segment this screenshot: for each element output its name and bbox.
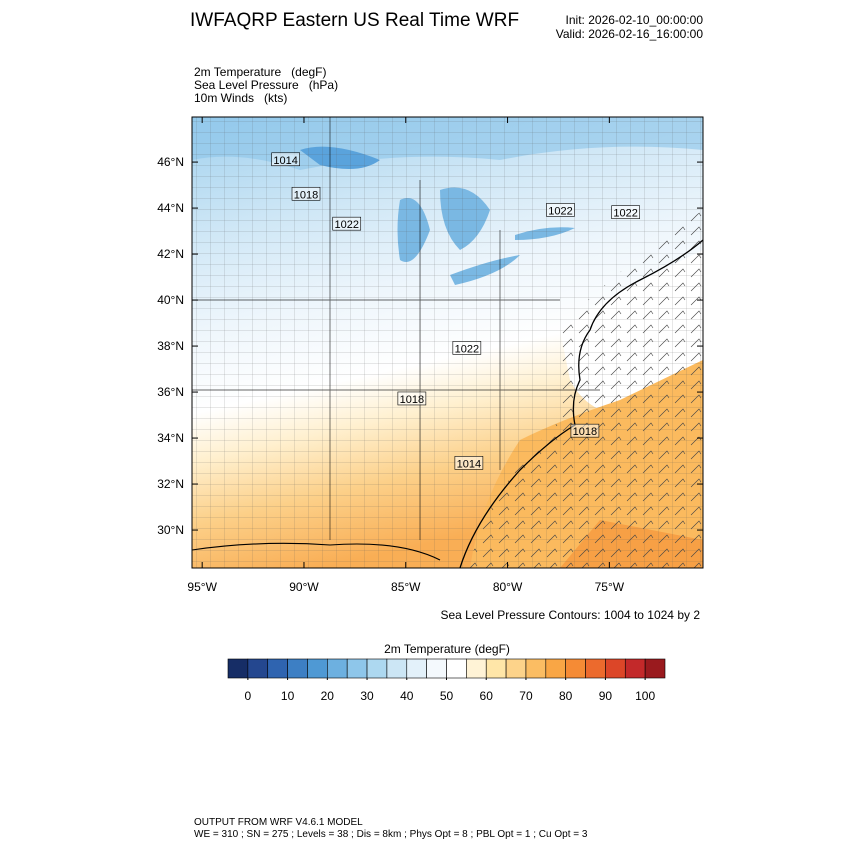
colorbar-box — [525, 658, 547, 679]
colorbar-box — [287, 658, 308, 679]
colorbar-tick-label: 90 — [599, 689, 613, 703]
colorbar-box — [247, 658, 269, 679]
lat-label: 42°N — [157, 247, 184, 261]
colorbar-tick-label: 10 — [281, 689, 295, 703]
field-label: Sea Level Pressure (hPa) — [194, 78, 338, 92]
contour-label: 1022 — [455, 343, 479, 355]
colorbar-title: 2m Temperature (degF) — [384, 642, 510, 656]
colorbar-box — [327, 658, 348, 679]
lon-label: 75°W — [595, 580, 625, 594]
contour-label-box — [611, 205, 640, 219]
colorbar-box — [624, 658, 646, 679]
map-field — [192, 117, 703, 568]
colorbar-box — [585, 658, 606, 679]
colorbar-box — [386, 658, 408, 679]
contour-label: 1022 — [613, 208, 637, 220]
valid-time: Valid: 2026-02-16_16:00:00 — [556, 27, 704, 41]
lat-label: 40°N — [157, 293, 184, 307]
contour-label: 1018 — [294, 189, 318, 201]
contour-label: 1014 — [457, 458, 481, 470]
contour-label-box — [332, 216, 362, 231]
footer-line: OUTPUT FROM WRF V4.6.1 MODEL — [194, 817, 363, 828]
colorbar-box — [605, 658, 626, 679]
footer-line: WE = 310 ; SN = 275 ; Levels = 38 ; Dis … — [194, 829, 588, 840]
colorbar-box — [406, 658, 427, 679]
lat-label: 30°N — [157, 523, 184, 537]
colorbar-tick-label: 30 — [360, 689, 374, 703]
colorbar-tick-label: 20 — [321, 689, 335, 703]
lat-label: 46°N — [157, 155, 184, 169]
colorbar-box — [545, 658, 566, 679]
colorbar-box — [426, 658, 447, 679]
init-time: Init: 2026-02-10_00:00:00 — [566, 13, 704, 27]
title: IWFAQRP Eastern US Real Time WRF — [190, 10, 519, 31]
contour-label-box — [452, 341, 482, 355]
colorbar-box — [366, 658, 388, 679]
contour-label: 1014 — [273, 155, 297, 167]
contour-note: Sea Level Pressure Contours: 1004 to 102… — [441, 608, 701, 622]
lon-label: 90°W — [289, 580, 319, 594]
contour-label-box — [570, 423, 600, 438]
colorbar-box — [485, 658, 507, 679]
contour-label-box — [546, 203, 575, 217]
lon-label: 80°W — [493, 580, 523, 594]
colorbar-tick-label: 50 — [440, 689, 454, 703]
contour-label: 1018 — [400, 394, 424, 406]
lon-label: 85°W — [391, 580, 421, 594]
map-annotations: 30°N 32°N 34°N 36°N 38°N 40°N 42°N 44°N 46°N 95°W… — [157, 117, 703, 594]
colorbar-tick-label: 60 — [480, 689, 494, 703]
field-label: 2m Temperature (degF) — [194, 65, 327, 79]
contour-label-box — [291, 186, 321, 201]
colorbar-box — [307, 658, 328, 679]
contour-label: 1022 — [334, 219, 358, 231]
colorbar-tick-label: 80 — [559, 689, 573, 703]
lon-label: 95°W — [187, 580, 217, 594]
contour-label-box — [454, 456, 484, 470]
lat-label: 44°N — [157, 201, 184, 215]
contour-label: 1022 — [548, 205, 572, 217]
lat-label: 38°N — [157, 339, 184, 353]
lat-label: 32°N — [157, 477, 184, 491]
colorbar-box — [466, 658, 487, 679]
colorbar-tick-label: 70 — [519, 689, 533, 703]
colorbar-box — [267, 658, 288, 679]
lat-label: 34°N — [157, 431, 184, 445]
contour-label-box — [397, 391, 427, 406]
colorbar-box — [565, 658, 586, 679]
colorbar-box — [227, 658, 249, 679]
colorbar-tick-label: 0 — [245, 689, 252, 703]
colorbar-tick-label: 100 — [635, 689, 655, 703]
map-frame — [191, 116, 704, 569]
colorbar-box — [644, 658, 666, 679]
colorbar-tick-label: 40 — [400, 689, 414, 703]
field-label: 10m Winds (kts) — [194, 91, 287, 105]
colorbar-box — [346, 658, 368, 679]
colorbar-box — [446, 658, 467, 679]
contour-label: 1018 — [573, 426, 597, 438]
colorbar-box — [505, 658, 527, 679]
lat-label: 36°N — [157, 385, 184, 399]
colorbar: 0 10 20 30 40 50 60 70 80 90 100 — [227, 658, 666, 703]
contour-label-box — [271, 152, 300, 167]
